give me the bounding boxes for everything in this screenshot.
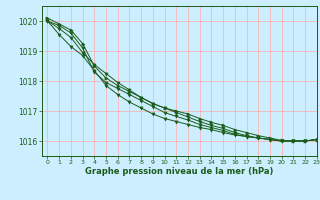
X-axis label: Graphe pression niveau de la mer (hPa): Graphe pression niveau de la mer (hPa) (85, 167, 273, 176)
